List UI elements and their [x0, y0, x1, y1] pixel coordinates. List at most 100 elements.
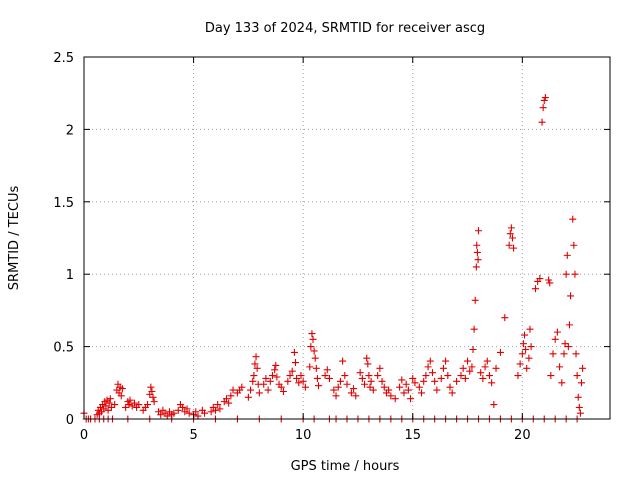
data-point: [367, 377, 375, 385]
data-point: [523, 364, 531, 372]
data-point: [574, 393, 582, 401]
data-point: [571, 270, 579, 278]
data-point: [560, 350, 568, 358]
data-point: [313, 374, 321, 382]
data-point: [343, 380, 351, 388]
data-point: [418, 389, 426, 397]
data-point: [431, 377, 439, 385]
data-point: [207, 408, 215, 416]
data-point: [415, 383, 423, 391]
data-point: [549, 350, 557, 358]
data-point: [459, 364, 467, 372]
data-point: [356, 369, 364, 377]
data-point: [125, 401, 133, 409]
data-point: [179, 403, 187, 411]
data-point: [472, 263, 480, 271]
data-point: [466, 367, 474, 375]
data-point: [428, 369, 436, 377]
data-point: [336, 377, 344, 385]
data-point: [238, 383, 246, 391]
data-point: [185, 409, 193, 417]
data-point: [279, 387, 287, 395]
data-point: [334, 383, 342, 391]
data-point: [149, 393, 157, 401]
data-point: [126, 396, 134, 404]
data-point: [409, 374, 417, 382]
data-point: [411, 379, 419, 387]
data-point: [471, 296, 479, 304]
data-point: [194, 412, 202, 420]
data-point: [565, 321, 573, 329]
data-point: [321, 372, 329, 380]
data-point: [575, 403, 583, 411]
data-point: [541, 94, 549, 102]
data-point: [518, 350, 526, 358]
data-point: [558, 379, 566, 387]
data-point: [325, 374, 333, 382]
x-axis-label: GPS time / hours: [291, 459, 400, 474]
data-point: [295, 379, 303, 387]
data-point: [473, 241, 481, 249]
data-point: [400, 389, 408, 397]
data-point: [444, 372, 452, 380]
x-tick-label: 15: [404, 428, 421, 443]
data-point: [147, 383, 155, 391]
data-point: [527, 343, 535, 351]
data-point: [150, 398, 158, 406]
chart-title: Day 133 of 2024, SRMTID for receiver asc…: [205, 21, 485, 36]
data-point: [192, 408, 200, 416]
data-point: [341, 372, 349, 380]
data-point: [424, 363, 432, 371]
data-point: [547, 372, 555, 380]
data-point: [448, 389, 456, 397]
data-point: [483, 357, 491, 365]
data-point: [479, 374, 487, 382]
data-point: [252, 353, 260, 361]
data-point: [225, 399, 233, 407]
axis-ticks: 0 5 10 15 20 0 0.5 1 1.5 2 2.5: [53, 51, 610, 443]
data-point: [339, 357, 347, 365]
data-point: [249, 377, 257, 385]
data-point: [104, 406, 112, 414]
data-point: [183, 405, 191, 413]
data-point: [457, 372, 465, 380]
y-tick-label: 0: [66, 413, 74, 428]
data-point: [272, 361, 280, 369]
data-point: [297, 372, 305, 380]
data-point: [363, 354, 371, 362]
data-point: [273, 373, 281, 381]
data-point: [563, 251, 571, 259]
data-point: [578, 379, 586, 387]
data-point: [526, 325, 534, 333]
data-point: [579, 364, 587, 372]
data-point: [540, 96, 548, 104]
data-point: [475, 227, 482, 235]
y-tick-label: 1: [66, 268, 74, 283]
data-point: [222, 395, 230, 403]
data-point: [135, 401, 143, 409]
data-point: [516, 360, 524, 368]
x-tick-label: 0: [80, 428, 88, 443]
data-point: [473, 248, 481, 256]
data-point: [311, 354, 319, 362]
data-point: [522, 345, 530, 353]
data-point: [332, 392, 340, 400]
data-point: [111, 401, 119, 409]
data-point: [201, 409, 209, 417]
data-point: [253, 364, 261, 372]
data-point: [315, 382, 323, 390]
data-point: [361, 380, 369, 388]
data-point: [573, 372, 581, 380]
data-point: [310, 347, 318, 355]
data-point: [163, 412, 171, 420]
y-tick-label: 1.5: [53, 196, 74, 211]
data-point: [508, 234, 516, 242]
y-tick-label: 2: [66, 123, 74, 138]
data-point: [572, 350, 580, 358]
y-axis-label: SRMTID / TECUs: [7, 186, 22, 291]
data-point: [107, 403, 115, 411]
data-point: [117, 392, 125, 400]
data-point: [130, 399, 138, 407]
data-point: [477, 369, 485, 377]
data-point: [347, 389, 355, 397]
